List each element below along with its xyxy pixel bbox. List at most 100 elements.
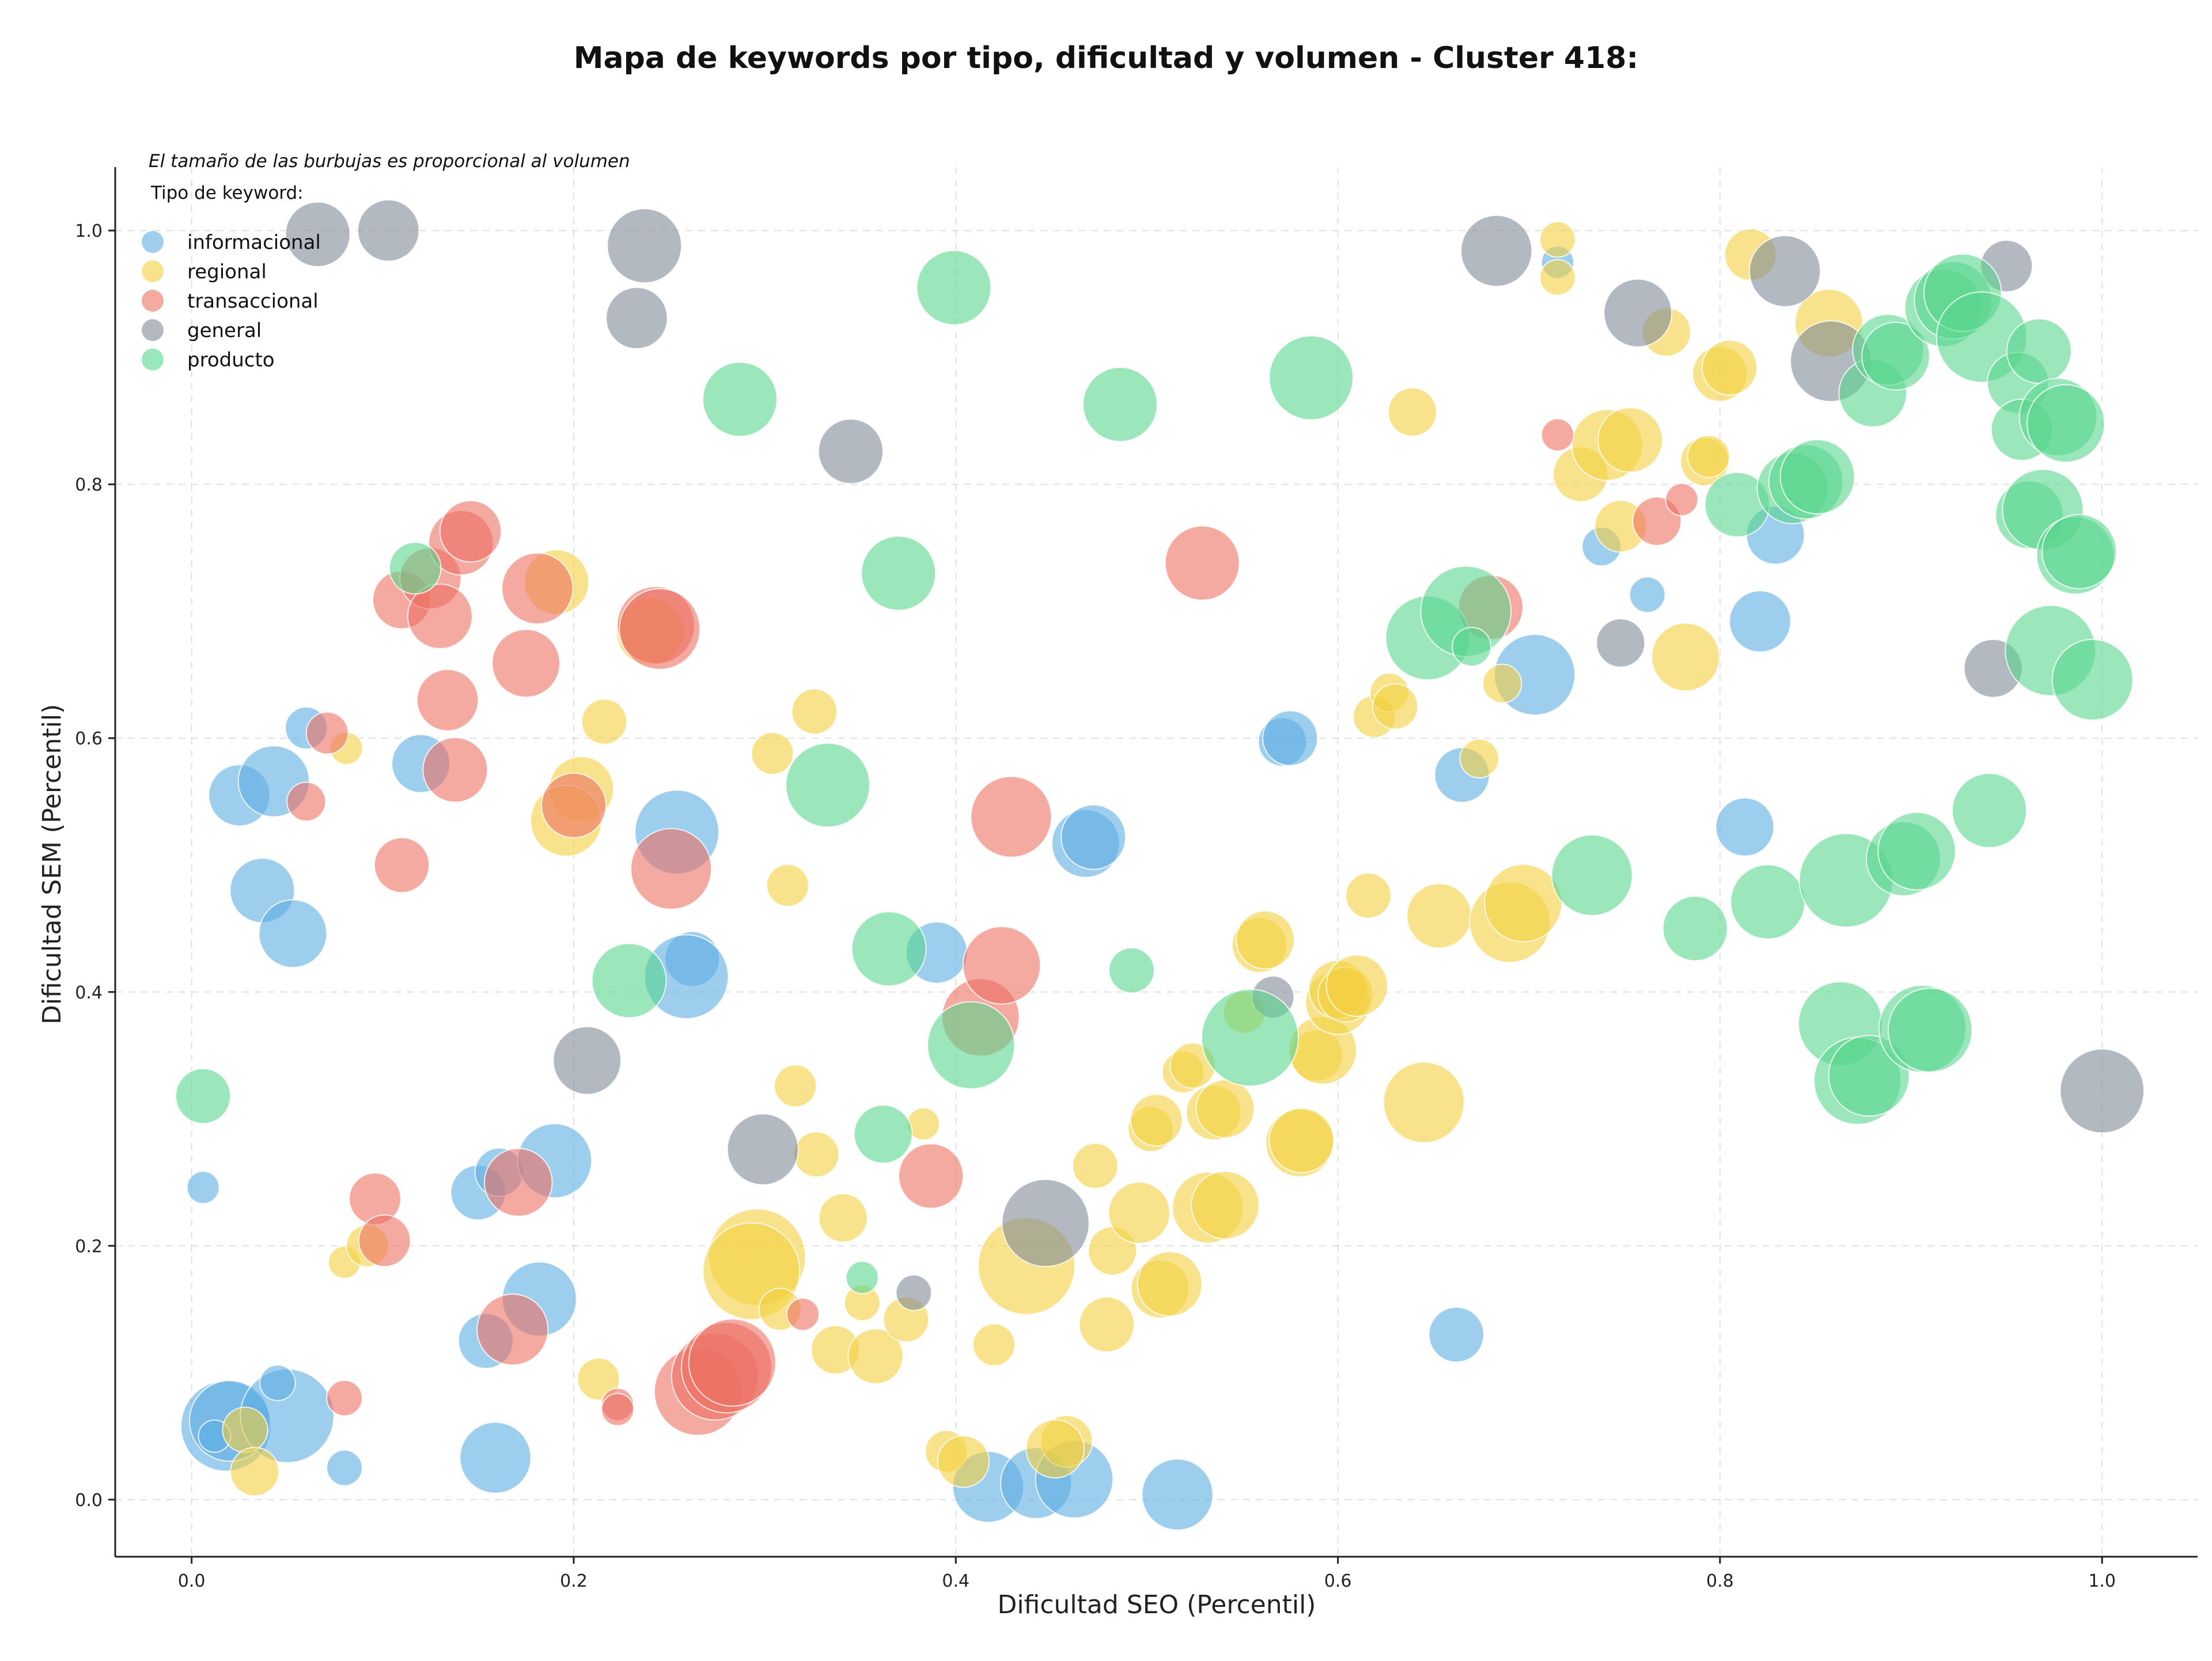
bubble-transaccional — [898, 1143, 964, 1209]
bubble-producto — [785, 742, 870, 828]
bubble-regional — [1268, 1107, 1335, 1174]
legend-title: Tipo de keyword: — [150, 183, 304, 203]
bubble-producto — [2006, 318, 2072, 384]
legend-label-producto: producto — [187, 349, 275, 372]
bubble-regional — [793, 1131, 840, 1178]
legend-marker-producto — [142, 349, 164, 370]
series-producto — [175, 249, 2134, 1295]
bubble-regional — [818, 1193, 868, 1243]
bubble-transaccional — [286, 781, 327, 822]
bubble-regional — [1072, 1142, 1119, 1189]
x-tick-label: 0.4 — [942, 1571, 969, 1591]
bubble-regional — [1482, 663, 1522, 704]
axes — [114, 167, 2198, 1558]
bubble-regional — [1137, 1251, 1203, 1317]
bubble-regional — [937, 1435, 990, 1488]
bubble-transaccional — [305, 712, 349, 755]
bubble-regional — [1539, 221, 1576, 258]
bubble-general — [1001, 1179, 1090, 1267]
x-tick-label: 1.0 — [2088, 1571, 2116, 1591]
y-tick-label: 0.4 — [75, 983, 103, 1003]
bubble-regional — [1025, 1419, 1085, 1479]
bubble-regional — [222, 1406, 268, 1453]
bubble-producto — [1452, 627, 1492, 667]
bubble-informacional — [326, 1450, 363, 1486]
bubble-regional — [581, 698, 628, 745]
x-tick-label: 0.6 — [1324, 1571, 1352, 1591]
bubble-producto — [1662, 895, 1728, 962]
bubble-informacional — [1715, 797, 1775, 857]
bubble-regional — [791, 688, 838, 735]
bubble-producto — [845, 1261, 879, 1295]
bubble-informacional — [1729, 590, 1791, 653]
bubble-regional — [1325, 954, 1388, 1017]
bubble-regional — [577, 1357, 620, 1401]
bubble-regional — [1484, 864, 1563, 943]
bubble-producto — [175, 1068, 232, 1125]
bubble-transaccional — [601, 1393, 635, 1427]
bubble-regional — [1372, 683, 1419, 730]
bubble-producto — [1268, 335, 1354, 421]
x-tick-label: 0.8 — [1706, 1571, 1734, 1591]
bubble-informacional — [459, 1421, 532, 1494]
bubble-transaccional — [422, 737, 488, 803]
bubble-regional — [1406, 883, 1472, 949]
bubble-producto — [1108, 947, 1155, 994]
bubble-producto — [1887, 987, 1973, 1073]
bubble-producto — [2051, 638, 2134, 721]
bubble-transaccional — [688, 1318, 777, 1407]
bubble-general — [895, 1274, 933, 1311]
bubble-regional — [1387, 387, 1437, 437]
bubble-general — [285, 201, 351, 267]
y-tick-label: 0.0 — [75, 1490, 103, 1511]
bubble-transaccional — [786, 1297, 820, 1331]
bubble-regional — [1459, 738, 1499, 779]
bubble-transaccional — [407, 583, 473, 649]
bubble-general — [1603, 278, 1673, 348]
bubble-producto — [1551, 834, 1633, 917]
bubble-regional — [774, 1064, 817, 1108]
bubble-transaccional — [970, 775, 1052, 858]
x-tick-label: 0.0 — [178, 1571, 206, 1591]
y-tick-label: 0.2 — [75, 1236, 103, 1257]
bubbles — [175, 199, 2145, 1531]
bubble-informacional — [1629, 576, 1666, 614]
x-axis-label: Dificultad SEO (Percentil) — [998, 1590, 1316, 1620]
y-tick-label: 0.8 — [75, 475, 103, 495]
bubble-transaccional — [416, 669, 479, 732]
bubble-general — [2059, 1048, 2145, 1134]
bubble-regional — [766, 864, 809, 907]
bubble-regional — [1191, 1171, 1260, 1240]
bubble-producto — [1730, 864, 1806, 940]
bubble-producto — [853, 1104, 913, 1164]
bubble-informacional — [258, 899, 328, 968]
bubble-transaccional — [1665, 483, 1699, 517]
bubble-transaccional — [439, 500, 502, 563]
bubble-regional — [847, 1328, 904, 1384]
bubble-transaccional — [484, 1148, 553, 1217]
legend: informacional regional transaccional genera… — [142, 231, 321, 372]
bubble-transaccional — [491, 629, 560, 698]
legend-marker-general — [142, 319, 164, 341]
bubble-informacional — [1428, 1306, 1484, 1363]
bubble-transaccional — [541, 773, 607, 838]
bubble-general — [1749, 235, 1821, 308]
bubble-regional — [1687, 434, 1730, 478]
bubble-producto — [1861, 321, 1930, 391]
y-tick-label: 1.0 — [75, 221, 103, 241]
bubble-informacional — [1060, 804, 1127, 870]
bubble-transaccional — [373, 837, 430, 894]
bubble-transaccional — [1164, 525, 1240, 601]
bubble-regional — [751, 732, 794, 775]
bubble-producto — [1952, 773, 2027, 849]
bubble-general — [1596, 618, 1646, 668]
bubble-producto — [1779, 439, 1855, 514]
bubble-producto — [861, 535, 937, 611]
legend-marker-transaccional — [142, 290, 164, 312]
bubble-transaccional — [1541, 418, 1574, 452]
bubble-general — [552, 1026, 622, 1095]
bubble-transaccional — [619, 588, 701, 670]
legend-label-informacional: informacional — [187, 231, 321, 254]
bubble-general — [357, 199, 420, 262]
